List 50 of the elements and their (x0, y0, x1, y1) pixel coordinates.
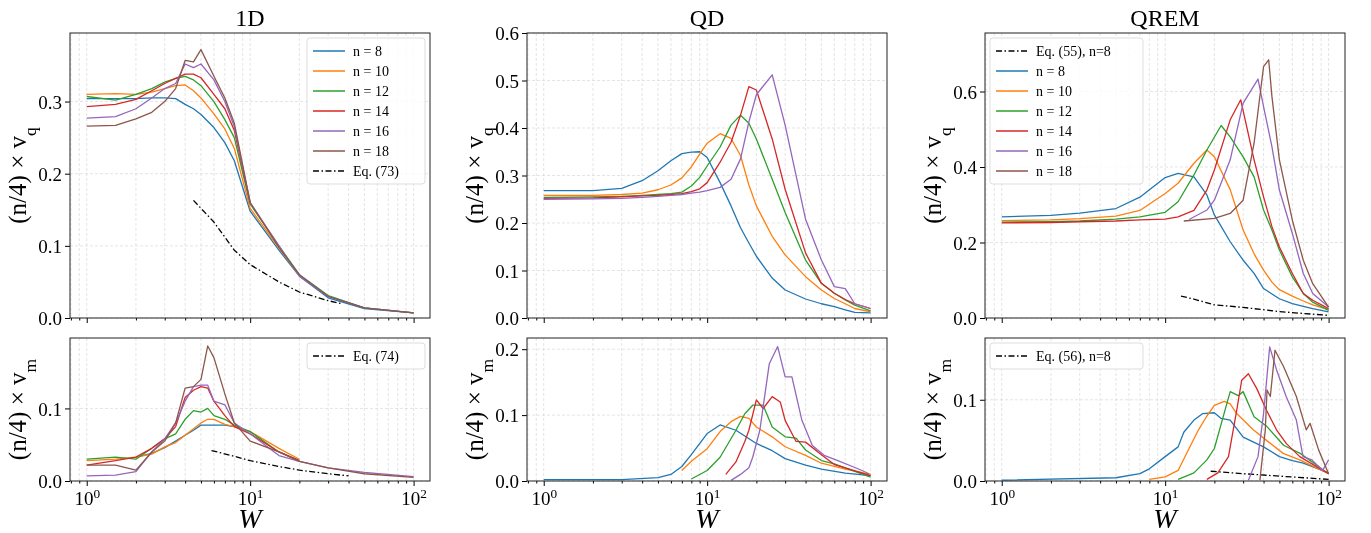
y-tick-label: 0.2 (953, 232, 977, 254)
legend-label: n = 16 (1036, 143, 1072, 159)
legend-label: n = 12 (353, 83, 389, 99)
legend-label: n = 8 (1036, 63, 1065, 79)
x-tick-label: 10$^{1}$ (694, 485, 721, 509)
chart-title: 1D (235, 5, 265, 31)
y-tick-label: 0.0 (495, 308, 519, 330)
legend-label: n = 16 (353, 123, 389, 139)
y-tick-label: 0.1 (953, 389, 977, 411)
y-tick-label: 0.0 (953, 471, 977, 493)
y-tick-label: 0.6 (495, 23, 519, 45)
legend-label: n = 18 (353, 143, 389, 159)
legend-label: n = 10 (353, 63, 389, 79)
x-tick-label: 10$^{0}$ (531, 485, 558, 509)
x-tick-label: 10$^{2}$ (1316, 485, 1342, 509)
legend-label: n = 14 (353, 103, 389, 119)
legend-label: Eq. (73) (353, 163, 400, 180)
chart-title: QD (689, 5, 725, 31)
x-tick-label: 10$^{0}$ (989, 485, 1016, 509)
y-tick-label: 0.1 (495, 260, 519, 282)
legend-label: n = 10 (1036, 83, 1072, 99)
y-tick-label: 0.0 (953, 308, 977, 330)
y-tick-label: 0.0 (495, 471, 519, 493)
x-tick-label: 10$^{1}$ (237, 485, 264, 509)
x-tick-label: 10$^{2}$ (401, 485, 427, 509)
x-tick-label: 10$^{0}$ (74, 485, 101, 509)
y-tick-label: 0.0 (38, 471, 62, 493)
y-tick-label: 0.4 (495, 118, 520, 140)
y-tick-label: 0.3 (38, 91, 62, 113)
y-tick-label: 0.2 (38, 163, 62, 185)
y-tick-label: 0.1 (495, 405, 519, 427)
legend-label: n = 12 (1036, 103, 1072, 119)
y-tick-label: 0.0 (38, 308, 62, 330)
legend-label: Eq. (74) (353, 348, 400, 365)
y-tick-label: 0.2 (495, 339, 519, 361)
legend-label: n = 8 (353, 43, 382, 59)
y-tick-label: 0.3 (495, 165, 519, 187)
y-tick-label: 0.1 (38, 236, 62, 257)
legend-label: n = 14 (1036, 123, 1072, 139)
legend-label: Eq. (55), n=8 (1036, 43, 1111, 60)
legend-label: Eq. (56), n=8 (1036, 348, 1111, 365)
chart-title: QREM (1130, 5, 1200, 31)
y-tick-label: 0.4 (953, 157, 978, 179)
y-tick-label: 0.6 (953, 81, 977, 103)
x-tick-label: 10$^{1}$ (1152, 485, 1179, 509)
legend-label: n = 18 (1036, 163, 1072, 179)
y-tick-label: 0.1 (38, 398, 62, 420)
x-tick-label: 10$^{2}$ (858, 485, 884, 509)
y-tick-label: 0.2 (495, 213, 519, 235)
y-tick-label: 0.5 (495, 70, 519, 92)
